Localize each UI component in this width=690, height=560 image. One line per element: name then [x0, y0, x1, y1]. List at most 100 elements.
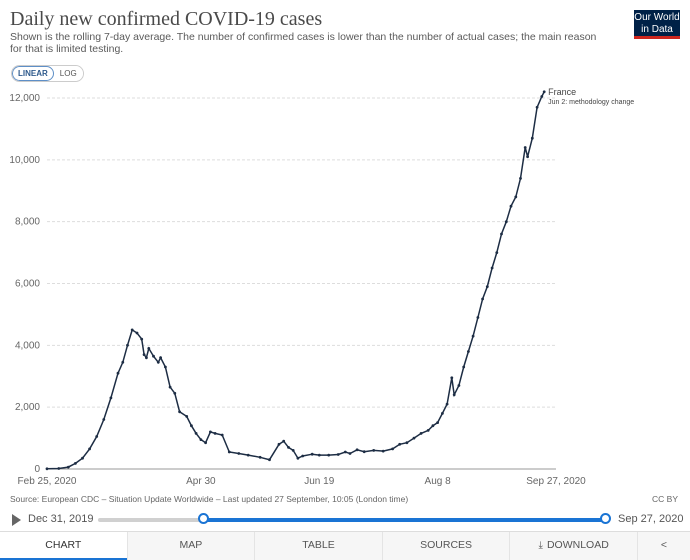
data-point — [419, 432, 423, 435]
tab-map[interactable]: MAP — [126, 532, 255, 560]
data-point — [381, 449, 385, 453]
data-point — [398, 442, 402, 446]
series-annotation: Jun 2: methodology change — [548, 99, 634, 106]
data-point — [121, 360, 125, 364]
log-scale-button[interactable]: LOG — [53, 66, 83, 81]
data-point — [391, 447, 394, 451]
data-point — [152, 354, 155, 358]
data-point — [81, 456, 84, 460]
data-point — [355, 448, 359, 452]
data-point — [173, 391, 177, 395]
y-tick-label: 12,000 — [9, 93, 40, 104]
scale-toggle: LINEAR LOG — [11, 65, 84, 82]
data-point — [542, 90, 546, 94]
data-point — [476, 316, 480, 319]
data-point — [441, 412, 444, 415]
chart-subtitle: Shown is the rolling 7-day average. The … — [10, 31, 597, 55]
logo-line1: Our World — [634, 12, 680, 23]
timeline: Dec 31, 2019 Sep 27, 2020 — [0, 509, 690, 531]
y-tick-label: 2,000 — [15, 402, 40, 413]
timeline-end-handle[interactable] — [600, 513, 611, 524]
data-point — [436, 421, 439, 424]
data-point — [362, 450, 366, 454]
data-point — [526, 155, 529, 159]
data-point — [204, 441, 208, 445]
data-point — [504, 220, 508, 224]
data-point — [45, 467, 49, 471]
tab-table[interactable]: TABLE — [254, 532, 382, 560]
x-tick-label: Jun 19 — [304, 476, 334, 487]
license-link[interactable]: CC BY — [652, 494, 678, 504]
data-point — [467, 350, 470, 353]
data-point — [194, 432, 198, 435]
data-point — [445, 402, 449, 406]
data-point — [142, 353, 146, 356]
data-point — [327, 453, 331, 457]
series-line-france — [46, 91, 545, 470]
tab-download-label: DOWNLOAD — [546, 539, 609, 551]
data-point — [66, 465, 70, 469]
data-point — [481, 297, 484, 301]
data-point — [213, 432, 217, 435]
data-point — [74, 462, 77, 465]
data-point — [514, 195, 518, 199]
data-point — [412, 436, 416, 440]
data-point — [301, 454, 305, 458]
data-point — [268, 458, 271, 462]
data-point — [426, 429, 430, 432]
data-point — [523, 146, 527, 149]
tab-chart[interactable]: CHART — [0, 532, 127, 560]
data-point — [220, 433, 224, 437]
data-point — [258, 455, 262, 459]
chart-title: Daily new confirmed COVID-19 cases — [10, 8, 323, 30]
data-point — [159, 356, 163, 360]
data-point — [519, 177, 522, 180]
data-point — [277, 442, 281, 446]
data-point — [145, 356, 148, 360]
data-point — [490, 266, 494, 270]
data-point — [140, 337, 144, 341]
data-point — [336, 453, 340, 456]
data-point — [164, 365, 167, 369]
y-tick-label: 0 — [34, 464, 40, 475]
data-point — [372, 449, 376, 452]
data-point — [450, 376, 454, 380]
x-tick-label: Aug 8 — [425, 476, 452, 487]
download-icon: ⤓ — [538, 540, 543, 551]
data-point — [485, 285, 489, 288]
data-point — [116, 371, 120, 375]
data-point — [109, 396, 113, 400]
data-point — [199, 438, 203, 441]
x-tick-label: Apr 30 — [186, 476, 216, 487]
data-point — [88, 447, 91, 451]
data-point — [282, 439, 286, 443]
data-point — [126, 343, 129, 347]
data-point — [405, 441, 409, 445]
x-tick-label: Sep 27, 2020 — [526, 476, 586, 487]
data-point — [227, 450, 231, 454]
play-icon[interactable] — [12, 514, 21, 526]
data-point — [57, 467, 61, 470]
data-point — [237, 452, 241, 455]
data-point — [209, 430, 212, 434]
data-point — [190, 424, 193, 428]
timeline-start-date: Dec 31, 2019 — [28, 513, 94, 525]
owid-logo[interactable]: Our World in Data — [634, 10, 680, 39]
data-point — [462, 365, 466, 369]
data-point — [156, 360, 160, 364]
tab-bar: CHART MAP TABLE SOURCES ⤓ DOWNLOAD < — [0, 531, 690, 560]
data-point — [102, 418, 106, 421]
y-tick-label: 8,000 — [15, 217, 40, 228]
data-point — [540, 95, 544, 98]
share-button[interactable]: < — [636, 532, 690, 560]
tab-sources[interactable]: SOURCES — [381, 532, 510, 560]
data-point — [471, 334, 475, 338]
data-point — [348, 452, 352, 455]
data-point — [130, 328, 134, 332]
timeline-start-handle[interactable] — [198, 513, 209, 524]
data-point — [95, 435, 99, 438]
source-note: Source: European CDC – Situation Update … — [10, 494, 409, 504]
tab-download[interactable]: ⤓ DOWNLOAD — [509, 532, 637, 560]
data-point — [178, 410, 182, 414]
linear-scale-button[interactable]: LINEAR — [12, 66, 54, 81]
